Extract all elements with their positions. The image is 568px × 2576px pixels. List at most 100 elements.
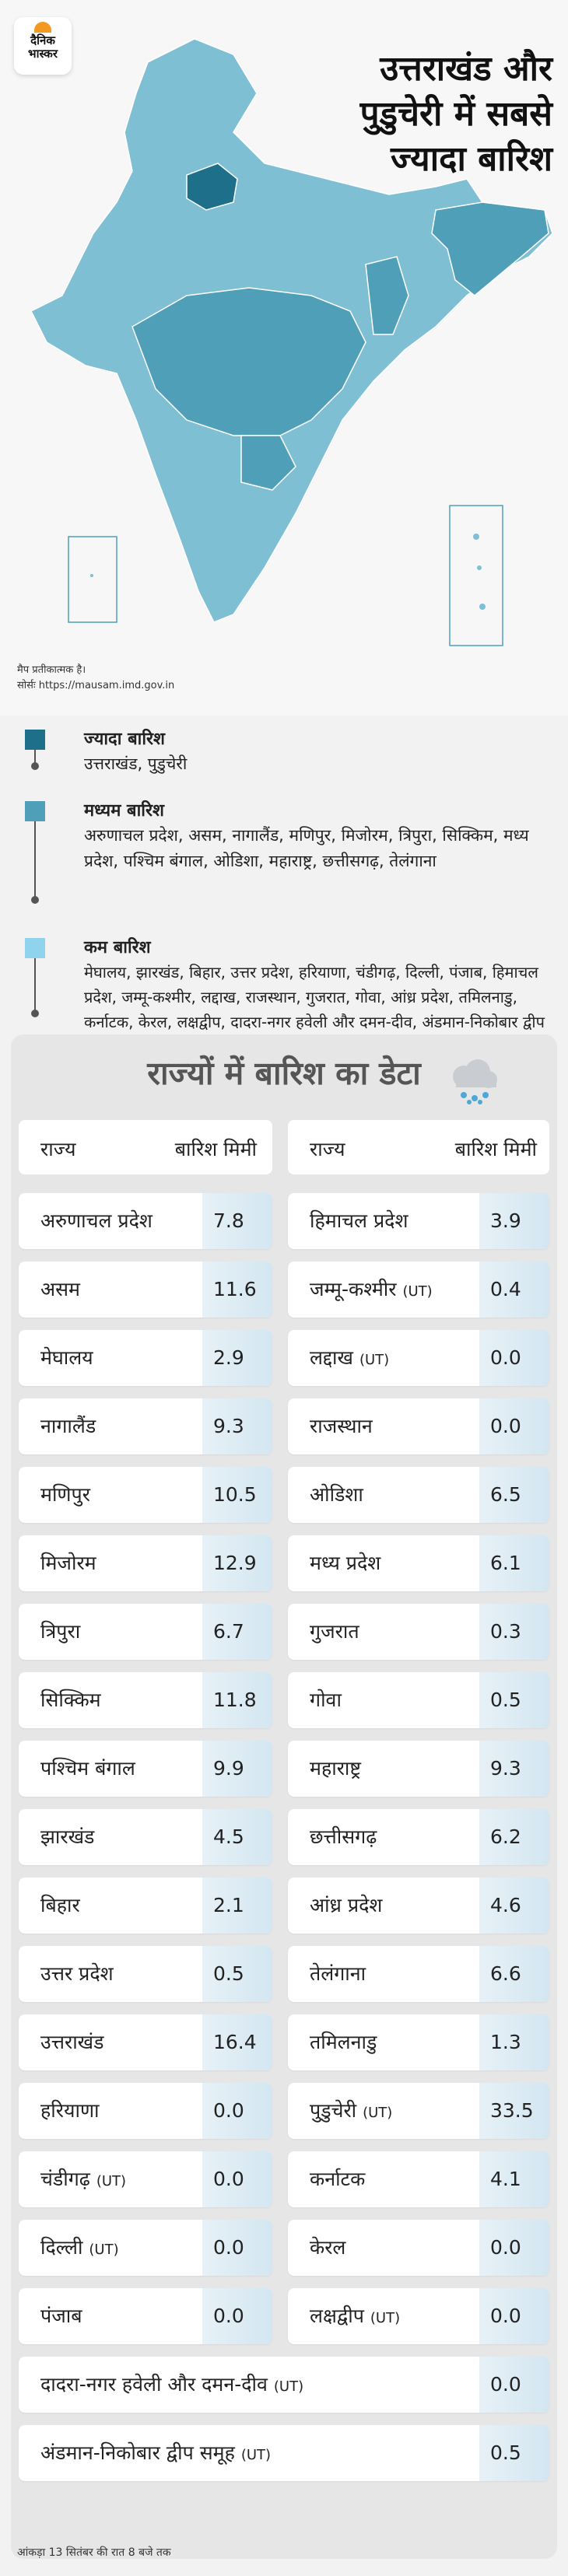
legend-swatch-medium xyxy=(25,801,45,821)
right-state-name: महाराष्ट्र xyxy=(310,1741,361,1797)
dainik-bhaskar-logo: दैनिक भास्कर xyxy=(14,17,72,75)
legend-swatch-low xyxy=(25,938,45,958)
state-label: उत्तर प्रदेश xyxy=(40,1962,114,1985)
left-rain-value: 16.4 xyxy=(202,2014,272,2070)
right-rain-value: 0.0 xyxy=(479,2288,549,2344)
right-rain-value: 4.1 xyxy=(479,2151,549,2207)
table-row: पुडुचेरी (UT) 33.5 xyxy=(288,2083,549,2139)
full-rain-value: 0.5 xyxy=(479,2425,549,2481)
right-rain-value: 6.2 xyxy=(479,1809,549,1865)
state-label: ओडिशा xyxy=(310,1483,363,1506)
footer-note: आंकड़ा 13 सितंबर की रात 8 बजे तक xyxy=(17,2546,171,2559)
bengal-region xyxy=(365,256,409,335)
table-row: कर्नाटक 4.1 xyxy=(288,2151,549,2207)
table-row: महाराष्ट्र 9.3 xyxy=(288,1741,549,1797)
right-state-name: कर्नाटक xyxy=(310,2151,365,2207)
right-rain-value: 4.6 xyxy=(479,1878,549,1934)
left-state-name: सिक्किम xyxy=(40,1672,101,1728)
table-header-left: राज्य बारिश मिमी xyxy=(19,1120,272,1174)
right-rain-value: 3.9 xyxy=(479,1193,549,1249)
right-state-name: मध्य प्रदेश xyxy=(310,1535,380,1591)
state-label: केरल xyxy=(310,2236,346,2259)
ut-tag: (UT) xyxy=(359,1352,390,1368)
state-label: तेलंगाना xyxy=(310,1962,366,1985)
table-row: हिमाचल प्रदेश 3.9 xyxy=(288,1193,549,1249)
state-label: मिजोरम xyxy=(40,1552,96,1574)
left-rain-value: 0.0 xyxy=(202,2151,272,2207)
table-title: राज्यों में बारिश का डेटा xyxy=(147,1055,421,1092)
right-state-name: लक्षद्वीप (UT) xyxy=(310,2288,400,2347)
table-row: उत्तर प्रदेश 0.5 xyxy=(19,1946,272,2002)
left-state-name: बिहार xyxy=(40,1878,80,1934)
andaman-box xyxy=(449,505,503,646)
right-rain-value: 0.0 xyxy=(479,1330,549,1386)
left-state-name: पश्चिम बंगाल xyxy=(40,1741,135,1797)
right-state-name: हिमाचल प्रदेश xyxy=(310,1193,408,1249)
left-state-name: झारखंड xyxy=(40,1809,94,1865)
ut-tag: (UT) xyxy=(273,2378,304,2395)
telangana-region xyxy=(240,435,296,491)
full-state-name: दादरा-नगर हवेली और दमन-दीव (UT) xyxy=(40,2357,303,2415)
state-label: अंडमान-निकोबार द्वीप समूह xyxy=(40,2441,235,2464)
state-label: पश्चिम बंगाल xyxy=(40,1757,135,1780)
table-row: गुजरात 0.3 xyxy=(288,1604,549,1660)
legend-text-low: मेघालय, झारखंड, बिहार, उत्तर प्रदेश, हरि… xyxy=(84,963,545,1056)
state-label: लद्दाख xyxy=(310,1346,353,1369)
full-rain-value: 0.0 xyxy=(479,2357,549,2413)
left-state-name: त्रिपुरा xyxy=(40,1604,80,1660)
right-state-name: तमिलनाडु xyxy=(310,2014,377,2070)
state-label: असम xyxy=(40,1278,80,1300)
left-rain-value: 0.5 xyxy=(202,1946,272,2002)
table-row: अंडमान-निकोबार द्वीप समूह (UT) 0.5 xyxy=(19,2425,549,2481)
header-rain-left: बारिश मिमी xyxy=(174,1138,257,1160)
right-state-name: आंध्र प्रदेश xyxy=(310,1878,382,1934)
table-row: असम 11.6 xyxy=(19,1262,272,1318)
header-rain-right: बारिश मिमी xyxy=(454,1138,537,1160)
header-state-left: राज्य xyxy=(40,1138,76,1160)
state-label: गोवा xyxy=(310,1689,342,1711)
state-label: अरुणाचल प्रदेश xyxy=(40,1209,153,1232)
ut-tag: (UT) xyxy=(402,1283,433,1300)
map-disclaimer: मैप प्रतीकात्मक है। xyxy=(17,664,86,676)
state-label: गुजरात xyxy=(310,1620,359,1643)
state-label: राजस्थान xyxy=(310,1415,373,1437)
left-state-name: पंजाब xyxy=(40,2288,82,2344)
legend-text-medium: अरुणाचल प्रदेश, असम, नागालैंड, मणिपुर, म… xyxy=(84,826,529,870)
legend-title-low: कम बारिश xyxy=(84,938,151,957)
right-state-name: गुजरात xyxy=(310,1604,359,1660)
table-row: पश्चिम बंगाल 9.9 xyxy=(19,1741,272,1797)
state-label: नागालैंड xyxy=(40,1415,96,1437)
ut-tag: (UT) xyxy=(370,2310,401,2326)
state-label: छत्तीसगढ़ xyxy=(310,1825,377,1848)
map-source: सोर्सः https://mausam.imd.gov.in xyxy=(17,680,175,691)
right-rain-value: 0.3 xyxy=(479,1604,549,1660)
left-rain-value: 7.8 xyxy=(202,1193,272,1249)
legend-title-medium: मध्यम बारिश xyxy=(84,801,164,821)
ut-tag: (UT) xyxy=(89,2242,119,2258)
left-rain-value: 12.9 xyxy=(202,1535,272,1591)
left-rain-value: 0.0 xyxy=(202,2288,272,2344)
logo-text-line1: दैनिक xyxy=(30,33,55,47)
state-label: चंडीगढ़ xyxy=(40,2168,90,2190)
left-rain-value: 11.6 xyxy=(202,1262,272,1318)
right-state-name: तेलंगाना xyxy=(310,1946,366,2002)
headline-line1: उत्तराखंड और xyxy=(380,49,552,89)
left-state-name: नागालैंड xyxy=(40,1398,96,1454)
left-state-name: हरियाणा xyxy=(40,2083,100,2139)
table-row: हरियाणा 0.0 xyxy=(19,2083,272,2139)
right-rain-value: 1.3 xyxy=(479,2014,549,2070)
table-row: मेघालय 2.9 xyxy=(19,1330,272,1386)
headline-line3: ज्यादा बारिश xyxy=(391,139,552,179)
left-state-name: दिल्ली (UT) xyxy=(40,2220,119,2278)
full-state-name: अंडमान-निकोबार द्वीप समूह (UT) xyxy=(40,2425,271,2483)
state-label: लक्षद्वीप xyxy=(310,2305,364,2327)
table-row: नागालैंड 9.3 xyxy=(19,1398,272,1454)
table-row: राजस्थान 0.0 xyxy=(288,1398,549,1454)
state-label: पंजाब xyxy=(40,2305,82,2327)
table-row: पंजाब 0.0 xyxy=(19,2288,272,2344)
rain-cloud-icon xyxy=(453,1059,497,1104)
right-rain-value: 0.4 xyxy=(479,1262,549,1318)
table-row: दिल्ली (UT) 0.0 xyxy=(19,2220,272,2276)
left-rain-value: 6.7 xyxy=(202,1604,272,1660)
legend-title-high: ज्यादा बारिश xyxy=(84,730,165,749)
